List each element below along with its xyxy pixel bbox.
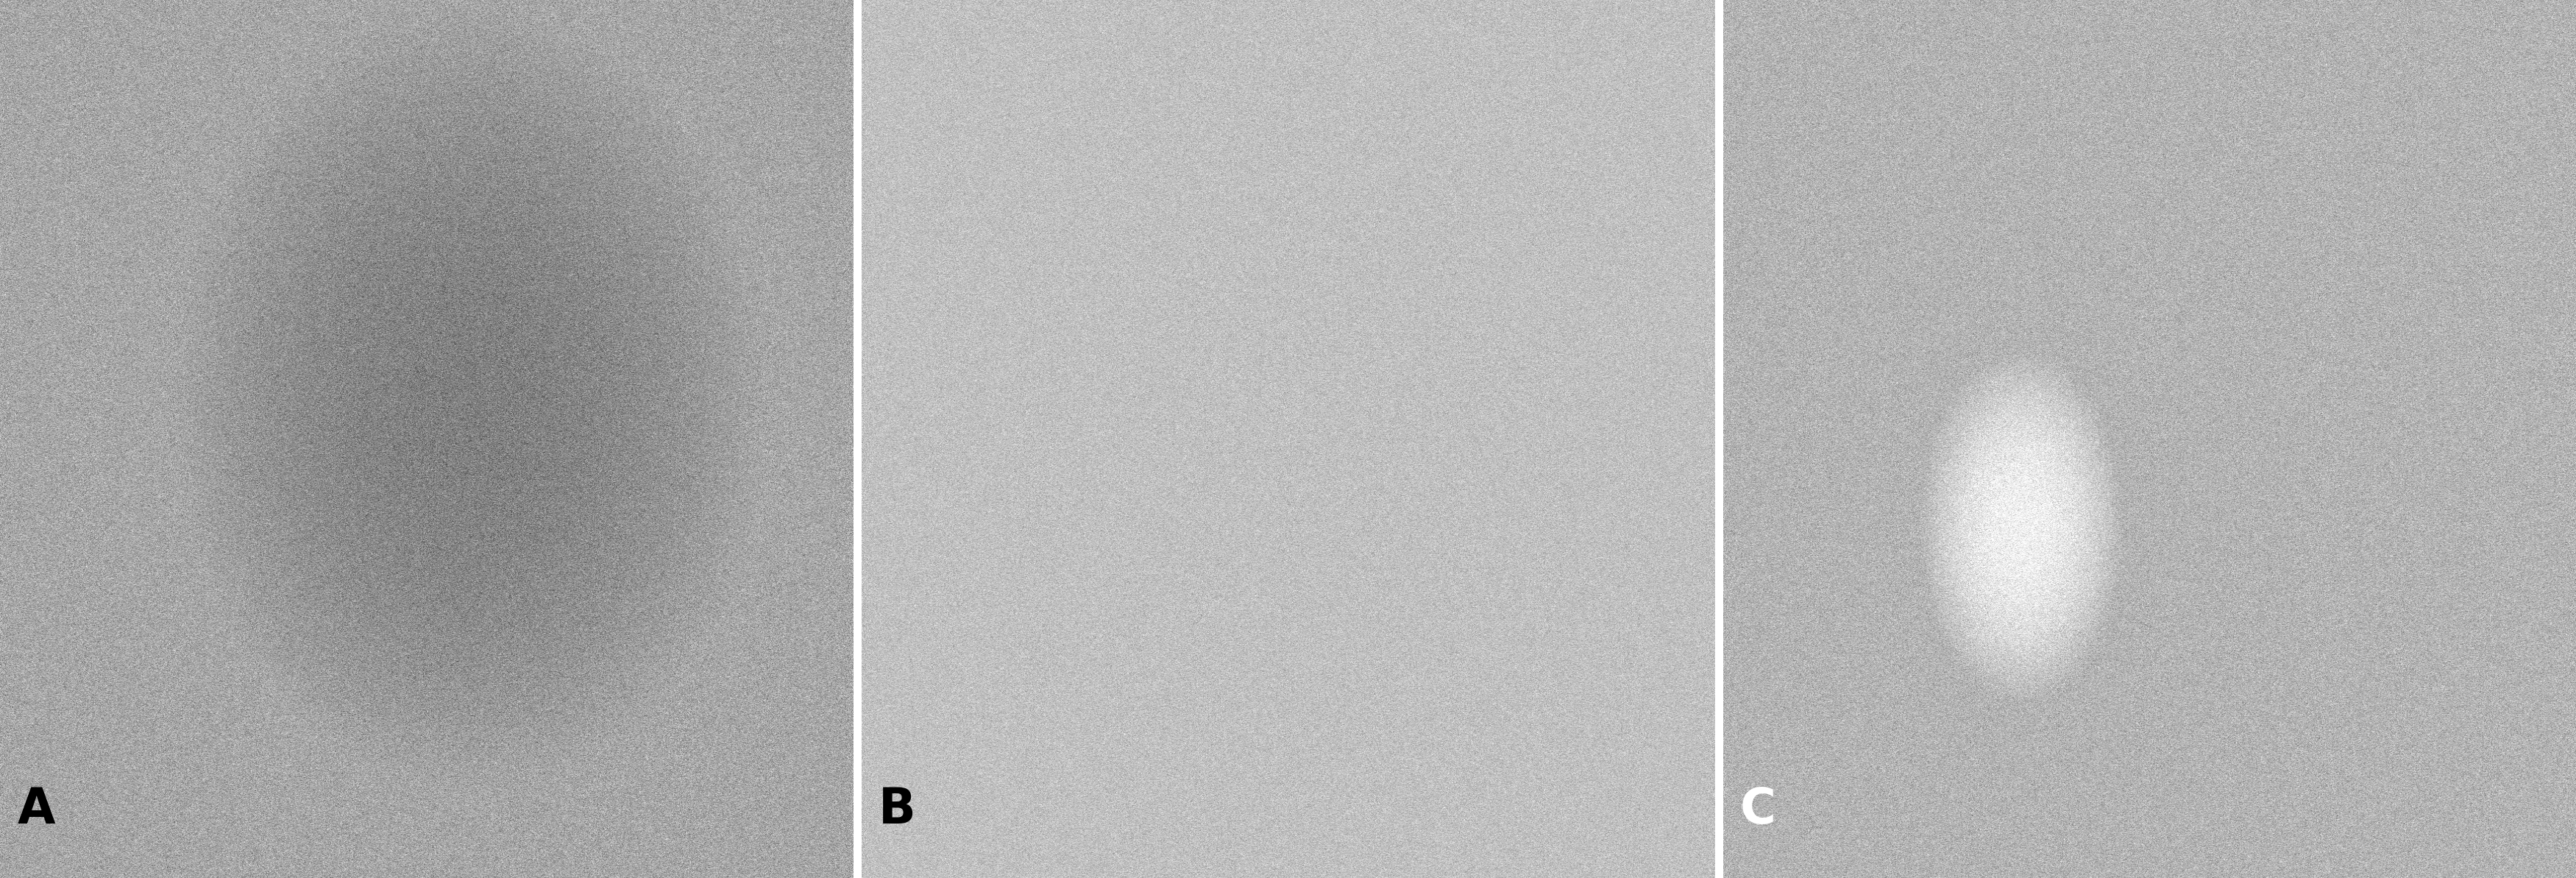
Text: C: C <box>1739 786 1775 834</box>
Text: A: A <box>18 786 54 834</box>
Text: B: B <box>878 786 914 834</box>
